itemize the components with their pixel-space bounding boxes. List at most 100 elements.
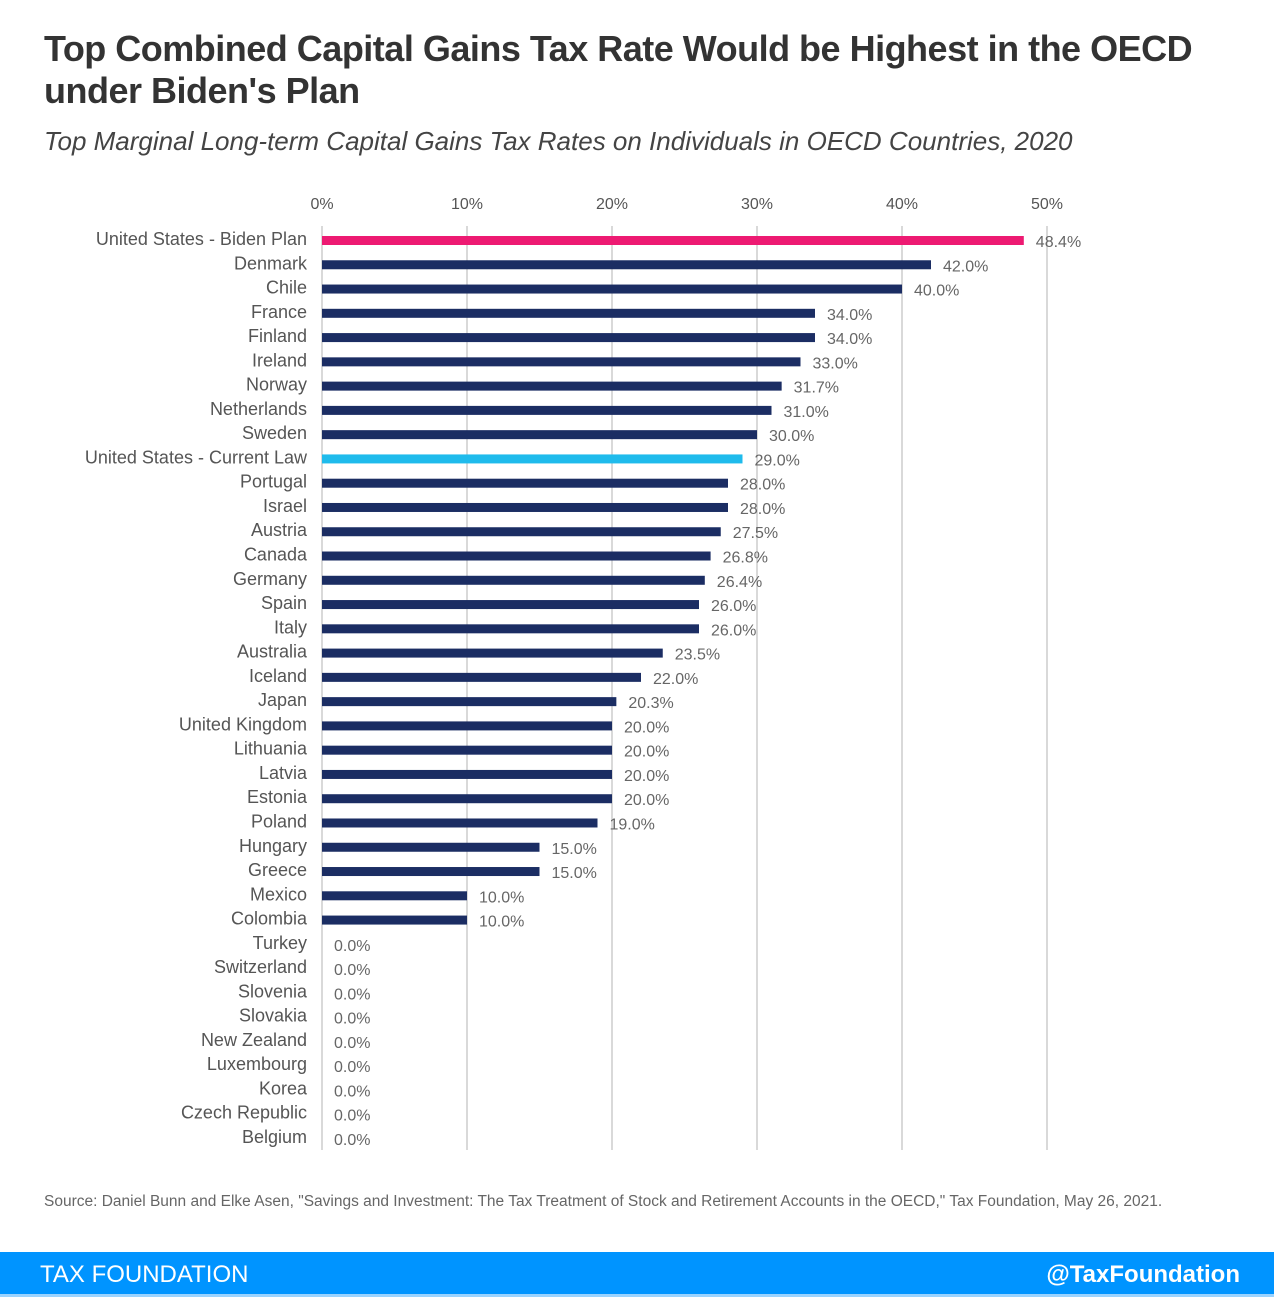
bar	[322, 551, 711, 561]
category-label: Canada	[244, 545, 308, 565]
category-label: Ireland	[252, 350, 307, 370]
data-label: 40.0%	[914, 283, 959, 300]
category-label: Israel	[263, 496, 307, 516]
category-label: Hungary	[239, 836, 307, 856]
bar	[322, 915, 467, 925]
data-label: 31.0%	[784, 404, 829, 421]
data-label: 42.0%	[943, 258, 988, 275]
data-label: 23.5%	[675, 647, 720, 664]
category-label: Italy	[274, 617, 307, 637]
bar	[322, 308, 815, 318]
data-label: 29.0%	[755, 452, 800, 469]
bar	[322, 236, 1024, 245]
data-label: 10.0%	[479, 889, 524, 906]
category-label: France	[251, 302, 307, 322]
x-tick-label: 50%	[1031, 196, 1063, 213]
source-note: Source: Daniel Bunn and Elke Asen, "Savi…	[44, 1193, 1163, 1210]
category-label: Latvia	[259, 763, 308, 783]
bar	[322, 600, 699, 610]
category-label: Colombia	[231, 909, 308, 929]
bar	[322, 575, 705, 585]
x-tick-label: 20%	[596, 196, 628, 213]
data-label: 22.0%	[653, 671, 698, 688]
data-label: 20.3%	[628, 695, 673, 712]
twitter-handle: @TaxFoundation	[1046, 1261, 1240, 1288]
category-label: Lithuania	[234, 739, 308, 759]
bar	[322, 478, 728, 488]
data-label: 20.0%	[624, 768, 669, 785]
data-label: 0.0%	[334, 1132, 370, 1149]
data-label: 15.0%	[552, 841, 597, 858]
data-label: 26.0%	[711, 598, 756, 615]
data-label: 0.0%	[334, 1059, 370, 1076]
data-label: 0.0%	[334, 938, 370, 955]
data-label: 26.0%	[711, 622, 756, 639]
bar	[322, 818, 598, 828]
bar	[322, 721, 612, 731]
category-label: Netherlands	[210, 399, 307, 419]
x-tick-label: 30%	[741, 196, 773, 213]
category-label: Mexico	[250, 884, 307, 904]
data-label: 34.0%	[827, 331, 872, 348]
category-label: Austria	[251, 520, 308, 540]
data-label: 33.0%	[813, 355, 858, 372]
bar	[322, 842, 540, 852]
data-label: 48.4%	[1036, 234, 1081, 251]
data-label: 26.4%	[717, 574, 762, 591]
category-label: Sweden	[242, 423, 307, 443]
data-label: 28.0%	[740, 477, 785, 494]
data-label: 0.0%	[334, 986, 370, 1003]
data-label: 15.0%	[552, 865, 597, 882]
brand-logo-text: TAX FOUNDATION	[40, 1261, 249, 1288]
category-label: Estonia	[247, 787, 308, 807]
category-label: United States - Current Law	[85, 447, 308, 467]
category-label: United Kingdom	[179, 714, 307, 734]
category-label: New Zealand	[201, 1030, 307, 1050]
bar	[322, 381, 782, 391]
bar	[322, 624, 699, 634]
bar	[322, 430, 757, 440]
category-label: Czech Republic	[181, 1103, 307, 1123]
bar	[322, 405, 772, 415]
category-label: Spain	[261, 593, 307, 613]
category-label: Chile	[266, 278, 307, 298]
bar	[322, 769, 612, 779]
category-label: Slovakia	[239, 1006, 308, 1026]
bar	[322, 648, 663, 658]
bar	[322, 697, 617, 707]
bar	[322, 284, 902, 294]
category-label: Norway	[246, 375, 307, 395]
category-label: Iceland	[249, 666, 307, 686]
data-label: 20.0%	[624, 792, 669, 809]
data-label: 28.0%	[740, 501, 785, 518]
chart-subtitle: Top Marginal Long-term Capital Gains Tax…	[44, 126, 1073, 156]
data-label: 27.5%	[733, 525, 778, 542]
x-tick-label: 40%	[886, 196, 918, 213]
category-label: Korea	[259, 1078, 308, 1098]
bar	[322, 745, 612, 755]
category-label: Portugal	[240, 472, 307, 492]
footer-bar: TAX FOUNDATION @TaxFoundation	[0, 1252, 1274, 1297]
category-label: Australia	[237, 642, 308, 662]
category-label: Slovenia	[238, 981, 308, 1001]
bar	[322, 527, 721, 537]
category-label: Belgium	[242, 1127, 307, 1147]
bar	[322, 454, 743, 464]
data-label: 0.0%	[334, 1035, 370, 1052]
bar	[322, 357, 801, 367]
data-label: 0.0%	[334, 1083, 370, 1100]
x-tick-label: 0%	[310, 196, 333, 213]
category-label: Germany	[233, 569, 307, 589]
data-label: 34.0%	[827, 307, 872, 324]
category-label: Greece	[248, 860, 307, 880]
data-label: 26.8%	[723, 550, 768, 567]
chart-title: Top Combined Capital Gains Tax Rate Woul…	[44, 28, 1193, 111]
data-label: 0.0%	[334, 1108, 370, 1125]
data-label: 20.0%	[624, 719, 669, 736]
category-label: Japan	[258, 690, 307, 710]
bar-chart: 0% 10% 20% 30% 40% 50% United States - Biden P…	[85, 196, 1081, 1150]
category-label: Denmark	[234, 253, 308, 273]
data-label: 19.0%	[610, 816, 655, 833]
category-label: Poland	[251, 811, 307, 831]
bar	[322, 502, 728, 512]
